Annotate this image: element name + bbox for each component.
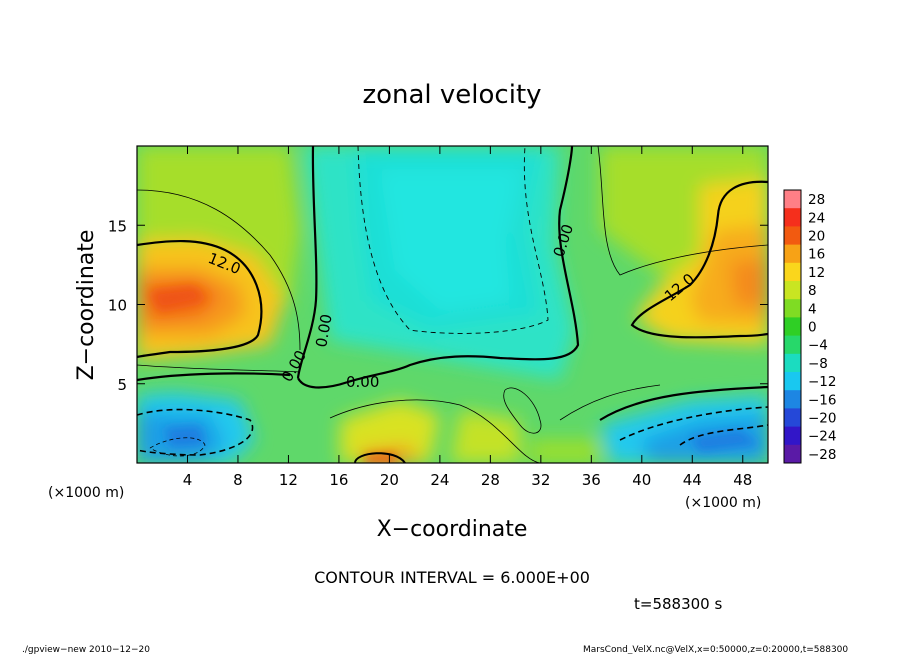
- x-unit-right: (×1000 m): [685, 495, 761, 511]
- x-tick-label: 20: [380, 471, 399, 489]
- colorbar-label: 24: [808, 210, 825, 226]
- colorbar-label: 8: [808, 283, 817, 299]
- y-tick-label: 10: [108, 297, 127, 315]
- colorbar-label: −20: [808, 411, 837, 427]
- x-tick-label: 48: [733, 471, 752, 489]
- colorbar-label: −4: [808, 338, 828, 354]
- contour-label: 0.00: [346, 373, 379, 391]
- colorbar-swatch: [784, 208, 801, 227]
- colorbar-label: 28: [808, 192, 825, 208]
- colorbar-label: 16: [808, 247, 825, 263]
- footer-right: MarsCond_VelX.nc@VelX,x=0:50000,z=0:2000…: [583, 645, 848, 654]
- chart-title: zonal velocity: [362, 80, 541, 110]
- colorbar-label: −28: [808, 447, 837, 463]
- colorbar-label: −8: [808, 356, 828, 372]
- colorbar-swatch: [784, 426, 801, 446]
- colorbar-swatch: [784, 372, 801, 391]
- footer-left: ./gpview−new 2010−12−20: [22, 645, 150, 654]
- x-tick-label: 36: [582, 471, 601, 489]
- x-tick-label: 8: [233, 471, 243, 489]
- y-axis-label: Z−coordinate: [74, 230, 99, 381]
- colorbar-label: −16: [808, 392, 837, 408]
- x-axis-label: X−coordinate: [377, 517, 528, 542]
- x-tick-label: 40: [632, 471, 651, 489]
- x-tick-label: 44: [683, 471, 702, 489]
- colorbar-frame: [783, 189, 802, 464]
- x-tick-label: 24: [430, 471, 449, 489]
- colorbar-label: 0: [808, 320, 817, 336]
- colorbar-swatch: [784, 299, 801, 318]
- x-tick-label: 12: [279, 471, 298, 489]
- colorbar-label: −24: [808, 429, 837, 445]
- x-tick-label: 16: [329, 471, 348, 489]
- colorbar-swatch: [784, 335, 801, 355]
- y-axis-ticks: 5 10 15: [108, 217, 768, 394]
- colorbar-label: 12: [808, 265, 825, 281]
- y-tick-label: 5: [117, 376, 127, 394]
- colorbar-swatch: [784, 353, 801, 373]
- colorbar-swatch: [784, 408, 801, 428]
- colorbar-swatch: [784, 281, 801, 300]
- x-unit-left: (×1000 m): [48, 485, 124, 501]
- x-tick-label: 28: [481, 471, 500, 489]
- colorbar-swatch: [784, 244, 801, 264]
- contour-interval-text: CONTOUR INTERVAL = 6.000E+00: [314, 568, 590, 587]
- colorbar-label: −12: [808, 374, 837, 390]
- time-text: t=588300 s: [634, 595, 722, 613]
- colorbar-swatch: [784, 190, 801, 209]
- colorbar-swatch: [784, 317, 801, 337]
- contour-lines: [137, 146, 768, 463]
- colorbar: 28 24 20 16 12 8 4 0 −4 −8 −12 −16 −20 −24 −28: [783, 189, 837, 464]
- colorbar-label: 4: [808, 301, 817, 317]
- heatmap-field: [137, 146, 768, 463]
- colorbar-swatch: [784, 226, 801, 246]
- x-tick-label: 32: [531, 471, 550, 489]
- contour-label: 0.00: [312, 313, 336, 349]
- colorbar-swatch: [784, 262, 801, 282]
- colorbar-swatch: [784, 444, 801, 464]
- x-tick-label: 4: [183, 471, 193, 489]
- x-axis-ticks: 4 8 12 16 20 24 28 32 36 40 44 48: [183, 146, 752, 489]
- colorbar-label: 20: [808, 229, 825, 245]
- y-tick-label: 15: [108, 217, 127, 235]
- colorbar-swatch: [784, 390, 801, 409]
